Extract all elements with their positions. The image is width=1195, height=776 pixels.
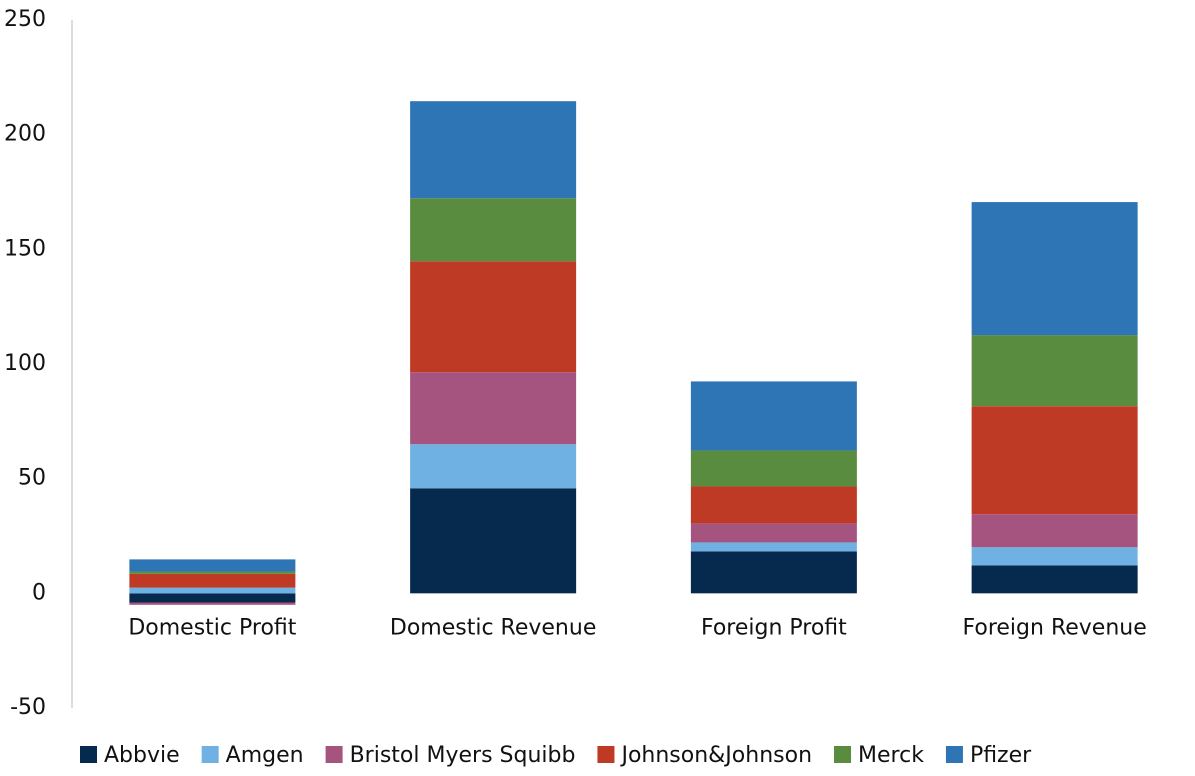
bar-segment bbox=[690, 486, 857, 524]
bar-segment bbox=[971, 565, 1138, 594]
legend-label: Amgen bbox=[226, 743, 304, 768]
legend-label: Bristol Myers Squibb bbox=[350, 743, 576, 768]
y-tick-label: 100 bbox=[4, 351, 46, 376]
bar-segment bbox=[971, 202, 1138, 336]
bar-segment bbox=[690, 523, 857, 543]
bar-segment bbox=[129, 559, 296, 572]
bar-segment bbox=[410, 261, 577, 373]
bar-segment bbox=[690, 551, 857, 594]
y-tick-label: 50 bbox=[18, 466, 46, 491]
bar-segment bbox=[971, 335, 1138, 407]
legend-label: Merck bbox=[858, 743, 924, 768]
legend-swatch bbox=[945, 746, 963, 763]
bar-segment bbox=[971, 514, 1138, 548]
legend-swatch bbox=[597, 746, 615, 763]
legend-swatch bbox=[201, 746, 219, 763]
bar-segment bbox=[410, 488, 577, 594]
legend-label: Pfizer bbox=[970, 743, 1032, 768]
bar-segment bbox=[410, 444, 577, 489]
bar-segment bbox=[690, 542, 857, 552]
x-tick-label: Domestic Revenue bbox=[390, 615, 596, 640]
legend-label: Abbvie bbox=[104, 743, 180, 768]
y-tick-label: 0 bbox=[32, 580, 46, 605]
bar-segment bbox=[129, 571, 296, 574]
bar-segment bbox=[129, 593, 296, 603]
bar-segment bbox=[410, 198, 577, 262]
legend-swatch bbox=[325, 746, 343, 763]
y-tick-label: 250 bbox=[4, 7, 46, 32]
legend-swatch bbox=[834, 746, 852, 763]
y-tick-label: -50 bbox=[10, 695, 46, 720]
bar-segment bbox=[129, 587, 296, 594]
bar-segment bbox=[971, 406, 1138, 515]
bar-segment bbox=[410, 101, 577, 199]
y-tick-label: 200 bbox=[4, 122, 46, 147]
bar-segment bbox=[690, 450, 857, 487]
y-tick-label: 150 bbox=[4, 236, 46, 261]
bar-segment bbox=[129, 602, 296, 605]
bar-segment bbox=[971, 547, 1138, 566]
bar-segment bbox=[690, 381, 857, 451]
legend-label: Johnson&Johnson bbox=[619, 743, 812, 768]
x-tick-label: Domestic Profit bbox=[128, 615, 296, 640]
legend-swatch bbox=[80, 746, 97, 763]
x-tick-label: Foreign Profit bbox=[701, 615, 847, 640]
bar-segment bbox=[410, 372, 577, 445]
bar-segment bbox=[129, 573, 296, 588]
x-tick-label: Foreign Revenue bbox=[963, 615, 1147, 640]
